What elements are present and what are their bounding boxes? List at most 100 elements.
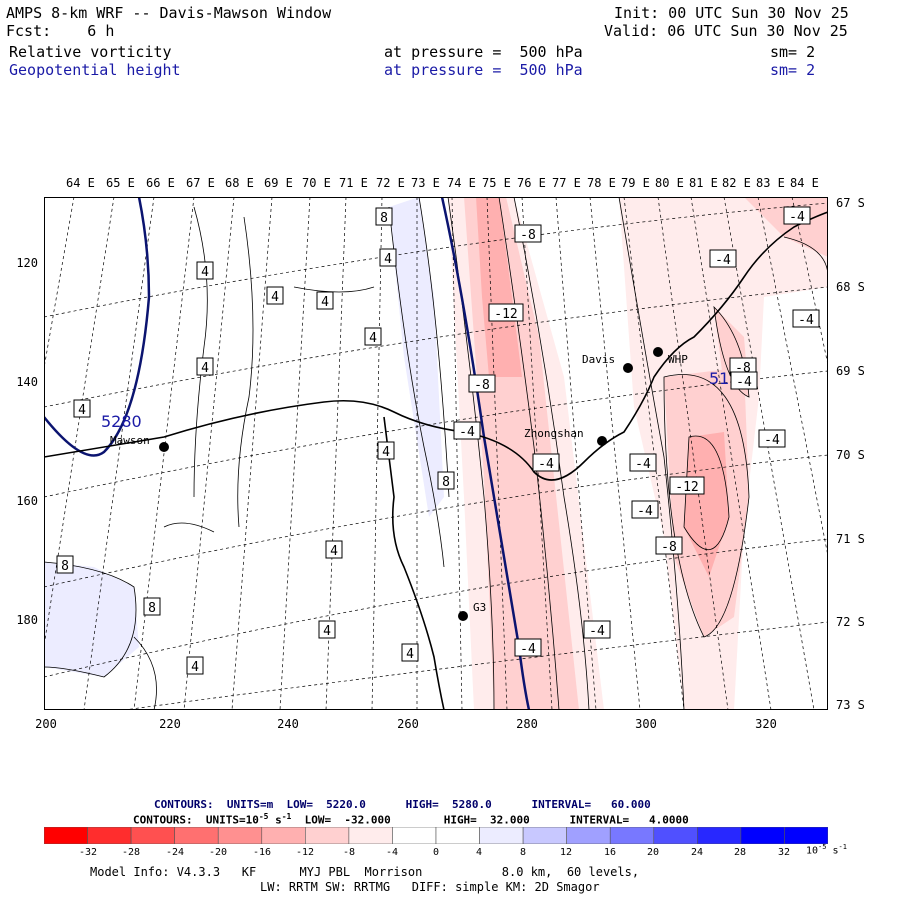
x-tick: 200 [35,717,57,731]
colorbar-label: -24 [165,847,185,858]
colorbar-label: 20 [646,847,660,858]
lat-label: 67 S [836,196,865,210]
lon-label: 83 E [756,176,785,190]
x-tick: 320 [755,717,777,731]
vort-label-box: 8 [375,207,393,226]
vort-label-box: 8 [56,555,74,574]
lon-label: 68 E [225,176,254,190]
vort-label-box: -4 [730,371,758,390]
colorbar-swatch [261,827,306,844]
svg-text:-4: -4 [520,642,536,657]
svg-text:-4: -4 [635,457,651,472]
vort-label-box: -8 [514,224,542,243]
field1-name: Relative vorticity [9,43,172,61]
svg-text:-12: -12 [494,307,517,322]
vort-label-box: -8 [655,536,683,555]
colorbar-swatch [44,827,88,844]
colorbar-label: 0 [432,847,440,858]
lon-label: 84 E [790,176,819,190]
vort-label-box: 8 [143,597,161,616]
contour-info-height: CONTOURS: UNITS=m LOW= 5220.0 HIGH= 5280… [154,798,651,811]
y-tick: 180 [16,613,38,627]
svg-text:4: 4 [271,290,279,305]
colorbar-swatch [784,827,828,844]
svg-text:-4: -4 [589,624,605,639]
svg-text:-8: -8 [520,228,536,243]
colorbar-label: -16 [252,847,272,858]
svg-text:4: 4 [382,445,390,460]
vort-label-box: -4 [631,500,659,519]
lon-label: 75 E [482,176,511,190]
lon-label: 78 E [587,176,616,190]
station-name: Mawson [110,434,150,447]
lon-label: 80 E [655,176,684,190]
colorbar-label: -20 [208,847,228,858]
lon-label: 70 E [302,176,331,190]
svg-text:-12: -12 [675,480,698,495]
colorbar-swatch [435,827,480,844]
colorbar-swatch [697,827,742,844]
vort-label-box: -8 [468,374,496,393]
y-tick: 120 [16,256,38,270]
colorbar-label: 32 [777,847,791,858]
colorbar-swatch [392,827,437,844]
vort-label-box: 4 [196,357,214,376]
lon-label: 66 E [146,176,175,190]
vort-labels: 8 4 4 4 4 4 4 8 4 -8 -12 -8 -4 -4 -4 -4 … [56,206,820,675]
forecast-hour: Fcst: 6 h [6,22,115,40]
colorbar-swatch [130,827,175,844]
vort-label-box: 4 [318,620,336,639]
height-label: 5280 [101,412,142,431]
svg-text:4: 4 [323,624,331,639]
svg-text:-4: -4 [789,210,805,225]
vort-label-box: -4 [514,638,542,657]
vorticity-contours [44,197,828,710]
colorbar-swatch [217,827,263,844]
vort-label-box: 4 [196,261,214,280]
colorbar-label: 12 [559,847,573,858]
lon-label: 77 E [552,176,581,190]
vort-label-box: -4 [709,249,737,268]
svg-text:-8: -8 [474,378,490,393]
contour-info-vorticity: CONTOURS: UNITS=10-5 s-1 LOW= -32.000 HI… [133,812,689,827]
neg-vort-shade-strong [476,197,522,377]
lon-label: 76 E [517,176,546,190]
station-whp-marker [653,347,663,357]
svg-text:4: 4 [406,647,414,662]
station-name: WHP [668,353,688,366]
colorbar-swatch [740,827,785,844]
lat-label: 70 S [836,448,865,462]
svg-text:-8: -8 [661,540,677,555]
colorbar-swatch [348,827,393,844]
colorbar-label: 4 [475,847,483,858]
init-time: Init: 00 UTC Sun 30 Nov 25 [614,4,849,22]
lon-label: 82 E [722,176,751,190]
svg-text:4: 4 [78,403,86,418]
x-tick: 240 [277,717,299,731]
colorbar-label: -12 [295,847,315,858]
lon-label: 65 E [106,176,135,190]
pos-vort-shade-sw [44,562,139,677]
height-contours [44,197,531,710]
svg-text:4: 4 [330,544,338,559]
svg-text:8: 8 [148,601,156,616]
field2-level: at pressure = 500 hPa [384,61,583,79]
svg-text:4: 4 [201,361,209,376]
x-tick: 260 [397,717,419,731]
colorbar-swatch [305,827,350,844]
lon-label: 74 E [447,176,476,190]
graticule [44,197,828,710]
colorbar [44,827,828,844]
station-name: G3 [473,601,486,614]
lat-label: 71 S [836,532,865,546]
x-tick: 300 [635,717,657,731]
colorbar-label: -8 [342,847,356,858]
colorbar-units: 10-5 s-1 [806,843,847,857]
colorbar-swatch [479,827,524,844]
colorbar-swatch [653,827,698,844]
lon-label: 67 E [186,176,215,190]
station-g3-marker [458,611,468,621]
lat-label: 69 S [836,364,865,378]
lat-label: 72 S [836,615,865,629]
colorbar-label: -32 [78,847,98,858]
